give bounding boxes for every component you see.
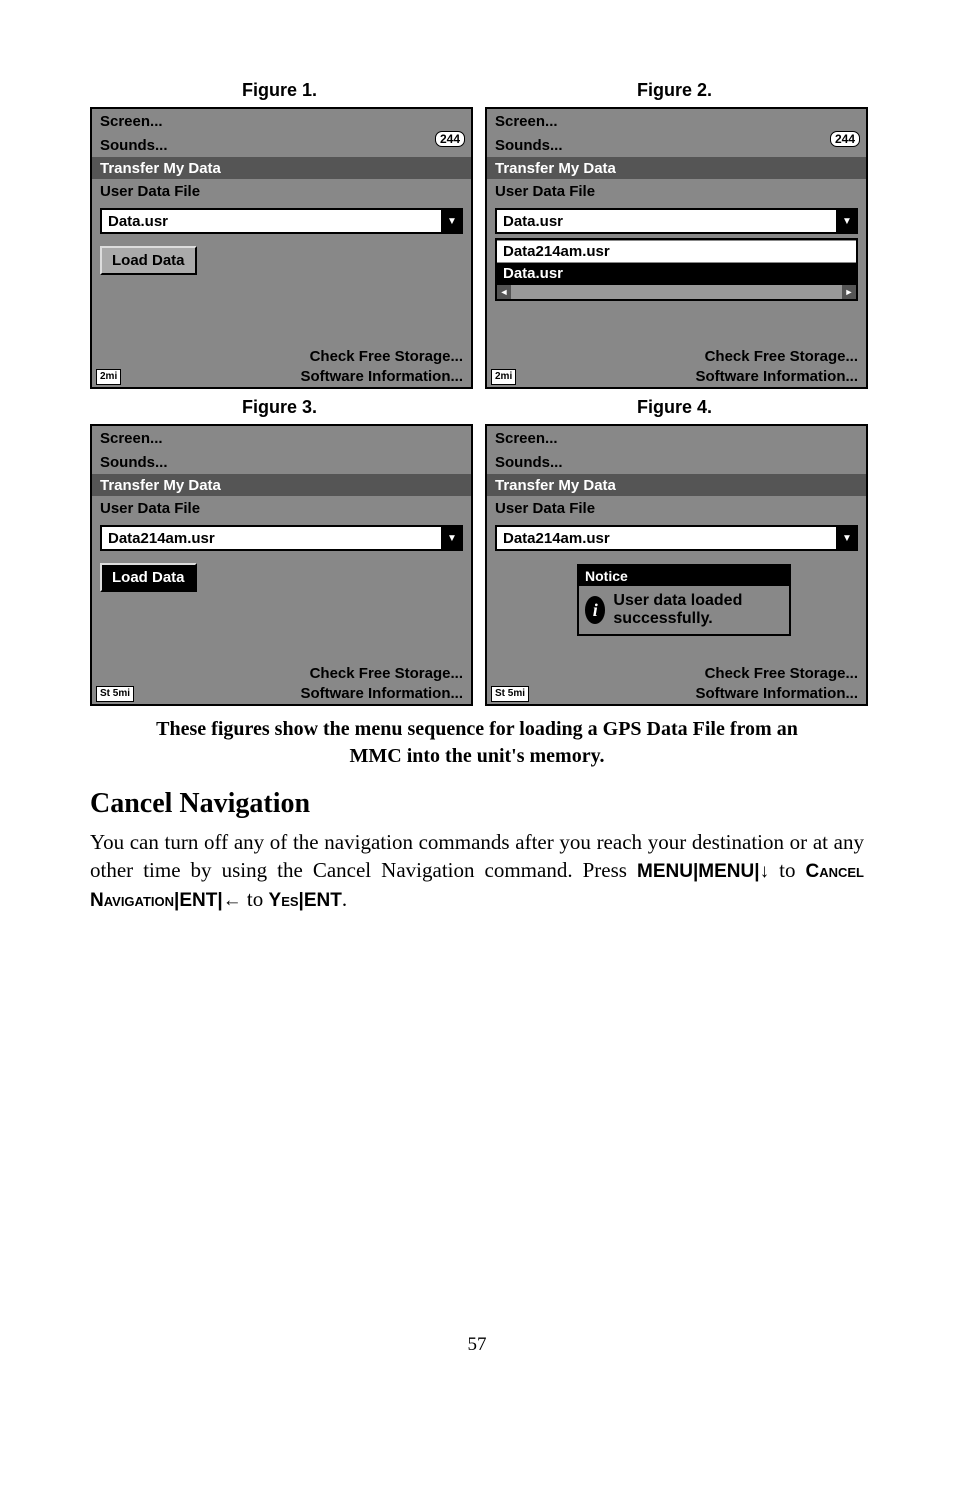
menu-item[interactable]: Screen... xyxy=(487,109,866,133)
menu-item[interactable]: Screen... xyxy=(92,426,471,450)
menu-item[interactable]: Software Information... xyxy=(487,367,866,387)
menu-item[interactable]: Sounds... xyxy=(92,450,471,474)
file-input[interactable]: Data214am.usr xyxy=(100,525,443,551)
dropdown-icon[interactable]: ▼ xyxy=(838,525,858,551)
badge: 244 xyxy=(435,131,465,147)
dialog-title: Transfer My Data xyxy=(92,474,471,496)
dialog-title: Transfer My Data xyxy=(487,474,866,496)
body-text: You can turn off any of the navigation c… xyxy=(90,828,864,914)
section-heading: Cancel Navigation xyxy=(90,788,864,820)
menu-item[interactable]: Software Information... xyxy=(487,684,866,704)
map-scale-icon: 2mi xyxy=(491,369,516,385)
map-scale-icon: 2mi xyxy=(96,369,121,385)
figure-label: Figure 3. xyxy=(90,397,469,418)
notice-title: Notice xyxy=(579,566,789,586)
section-label: User Data File xyxy=(487,496,866,521)
screenshot-1: Screen... Sounds... 244 Transfer My Data… xyxy=(90,107,473,389)
section-label: User Data File xyxy=(487,179,866,204)
screenshot-4: Screen... Sounds... Transfer My Data Use… xyxy=(485,424,868,706)
info-icon: i xyxy=(585,596,605,624)
scrollbar[interactable]: ◄► xyxy=(497,284,856,299)
notice-text: User data loaded successfully. xyxy=(613,592,783,628)
menu-item[interactable]: Sounds... xyxy=(487,450,866,474)
scroll-left-icon[interactable]: ◄ xyxy=(497,285,511,299)
map-scale-icon: St 5mi xyxy=(491,686,529,702)
menu-item[interactable]: Software Information... xyxy=(92,367,471,387)
figure-label: Figure 4. xyxy=(485,397,864,418)
menu-item[interactable]: Screen... xyxy=(487,426,866,450)
file-input[interactable]: Data.usr xyxy=(495,208,838,234)
menu-item[interactable]: Check Free Storage... xyxy=(92,347,471,367)
map-scale-icon: St 5mi xyxy=(96,686,134,702)
load-button[interactable]: Load Data xyxy=(100,563,197,592)
file-input[interactable]: Data214am.usr xyxy=(495,525,838,551)
badge: 244 xyxy=(830,131,860,147)
dropdown-list: Data214am.usr Data.usr ◄► xyxy=(495,238,858,301)
dialog-title: Transfer My Data xyxy=(92,157,471,179)
menu-item[interactable]: Sounds... xyxy=(487,133,866,157)
notice-dialog: Notice i User data loaded successfully. xyxy=(577,564,791,636)
menu-item[interactable]: Screen... xyxy=(92,109,471,133)
dropdown-icon[interactable]: ▼ xyxy=(443,525,463,551)
file-input[interactable]: Data.usr xyxy=(100,208,443,234)
screenshot-3: Screen... Sounds... Transfer My Data Use… xyxy=(90,424,473,706)
scroll-right-icon[interactable]: ► xyxy=(842,285,856,299)
menu-item[interactable]: Sounds... xyxy=(92,133,471,157)
figure-label: Figure 1. xyxy=(90,80,469,101)
dropdown-option[interactable]: Data214am.usr xyxy=(497,240,856,262)
dropdown-icon[interactable]: ▼ xyxy=(838,208,858,234)
dialog-title: Transfer My Data xyxy=(487,157,866,179)
menu-item[interactable]: Check Free Storage... xyxy=(487,347,866,367)
section-label: User Data File xyxy=(92,179,471,204)
figure-caption: These figures show the menu sequence for… xyxy=(150,716,804,770)
menu-item[interactable]: Check Free Storage... xyxy=(92,664,471,684)
page-number: 57 xyxy=(90,1334,864,1356)
load-button[interactable]: Load Data xyxy=(100,246,197,275)
screenshot-2: Screen... Sounds... 244 Transfer My Data… xyxy=(485,107,868,389)
section-label: User Data File xyxy=(92,496,471,521)
figure-label: Figure 2. xyxy=(485,80,864,101)
menu-item[interactable]: Check Free Storage... xyxy=(487,664,866,684)
dropdown-option[interactable]: Data.usr xyxy=(497,262,856,284)
menu-item[interactable]: Software Information... xyxy=(92,684,471,704)
dropdown-icon[interactable]: ▼ xyxy=(443,208,463,234)
